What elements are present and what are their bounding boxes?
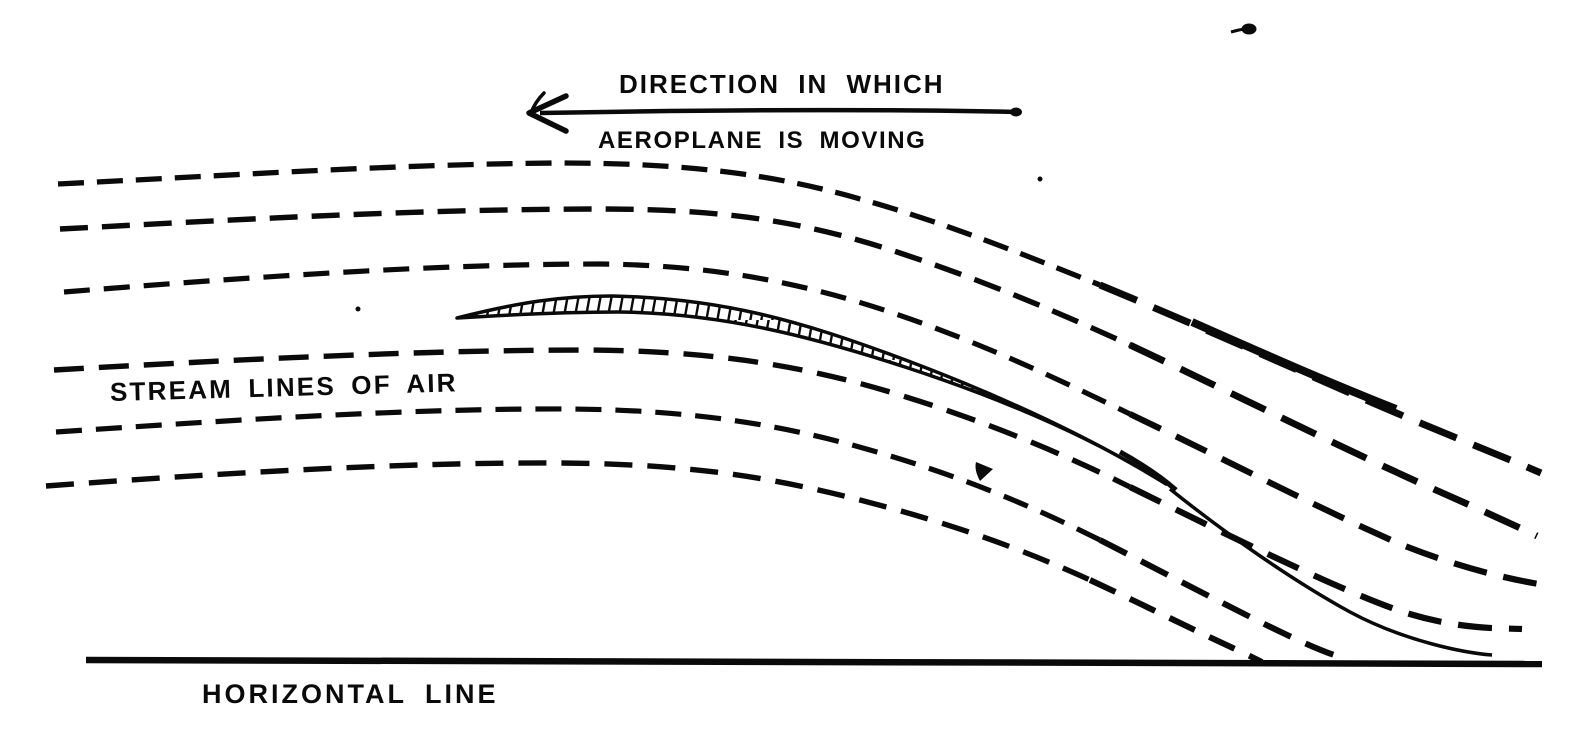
ink-speck <box>355 306 361 312</box>
wing-section <box>455 294 1178 492</box>
streamline <box>57 160 1543 477</box>
streamline <box>59 206 1539 540</box>
streamline-segment <box>1128 411 1546 589</box>
streamline <box>45 460 1264 665</box>
direction-label-line1: DIRECTION IN WHICH <box>619 69 945 99</box>
streamline-segment <box>1098 537 1345 661</box>
streamline-segment <box>1128 484 1523 633</box>
ink-speck <box>975 462 993 481</box>
streamline-segment <box>55 406 1102 543</box>
arrow-shaft <box>539 107 1019 116</box>
streamline-segment <box>1088 577 1264 665</box>
streamline-segment <box>59 206 1132 348</box>
arrow-head-icon <box>526 93 569 134</box>
ink-speck <box>1241 23 1257 35</box>
streamline-solid-overlay <box>1190 318 1398 413</box>
arrow-tail-blob <box>1010 107 1022 117</box>
arrow-head-hook <box>529 91 546 115</box>
streamline-segment <box>1098 281 1543 477</box>
streamline <box>55 406 1345 661</box>
direction-arrow <box>526 91 1022 134</box>
ink-speck <box>1037 176 1043 182</box>
streamline-segment <box>53 347 1132 490</box>
aerofoil-profile <box>455 294 1168 486</box>
streamline-segment <box>57 160 1101 288</box>
direction-label-line2: AEROPLANE IS MOVING <box>598 127 927 154</box>
trailing-wake-line <box>1168 487 1493 657</box>
ink-speck <box>1230 27 1245 34</box>
trailing-edge-tip <box>1118 449 1178 492</box>
streamline-segment <box>63 261 1132 417</box>
ink-specks <box>355 23 1257 481</box>
horizontal-line-label: HORIZONTAL LINE <box>202 679 499 709</box>
streamline <box>53 347 1523 633</box>
streamline <box>63 261 1546 589</box>
streamline-segment <box>1128 341 1539 540</box>
streamline-segment <box>45 460 1092 583</box>
ground-line <box>85 656 1543 668</box>
